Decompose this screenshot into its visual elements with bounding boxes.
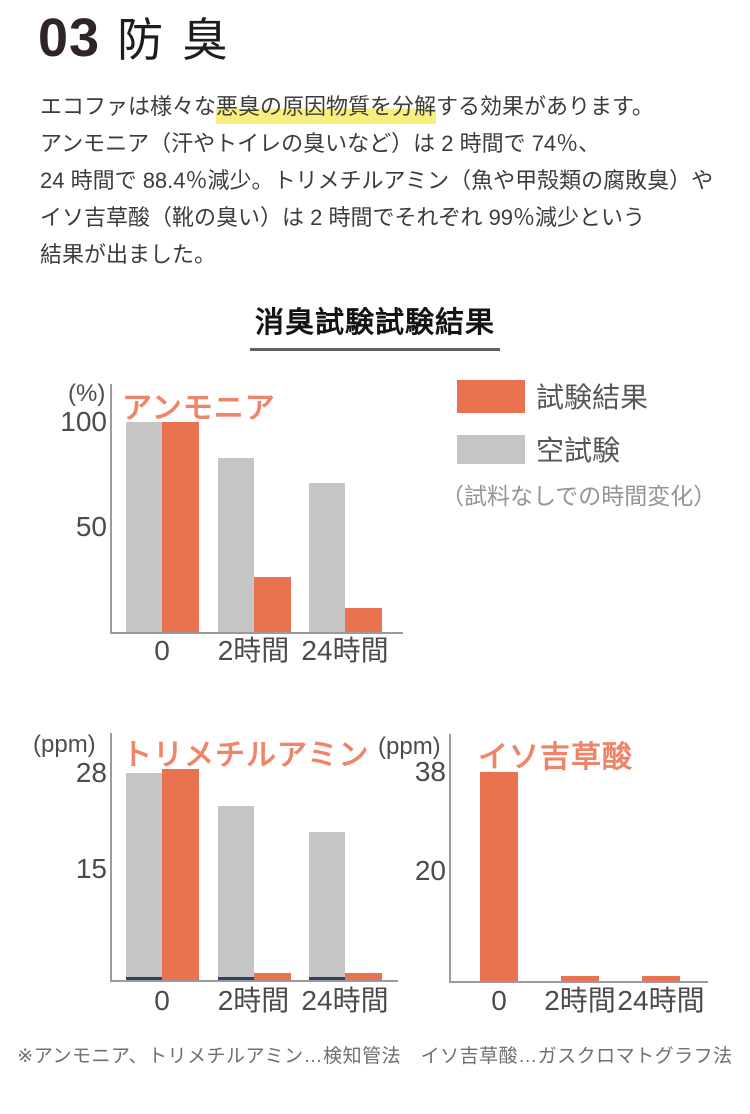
legend-row-blank-test: 空試験: [441, 429, 716, 469]
blank-test-bar: [217, 457, 254, 632]
heading-number: 03: [38, 8, 101, 68]
legend-row-test-result: 試験結果: [441, 376, 716, 416]
page-heading: 03 防 臭: [38, 4, 231, 70]
y-axis: [110, 733, 112, 980]
blank-test-bar: [126, 421, 162, 632]
x-tick-label: 0: [154, 635, 170, 666]
test-result-bar: [253, 972, 291, 980]
test-result-bar: [345, 607, 382, 632]
test-result-bar: [162, 769, 199, 980]
y-tick-label: 100: [60, 405, 107, 437]
section-title: 消臭試験試験結果: [0, 299, 750, 351]
intro-line-3: 24 時間で 88.4％減少。トリメチルアミン（魚や甲殻類の腐敗臭）や: [40, 168, 714, 193]
heading-title: 防 臭: [117, 14, 231, 66]
test-result-bar: [480, 772, 518, 981]
intro-line-5: 結果が出ました。: [40, 242, 217, 267]
intro-paragraph: エコファは様々な悪臭の原因物質を分解する効果があります。 アンモニア（汗やトイレ…: [40, 88, 730, 273]
chart-title: アンモニア: [122, 392, 276, 425]
x-axis: [449, 981, 708, 983]
blank-test-bar: [126, 772, 162, 980]
test-result-bar: [642, 975, 680, 981]
x-tick-label: 0: [491, 985, 507, 1016]
test-result-bar: [253, 577, 291, 632]
baseline-accent: [309, 977, 345, 980]
method-footnote: ※アンモニア、トリメチルアミン…検知管法 イソ吉草酸…ガスクロマトグラフ法: [17, 1046, 733, 1067]
chart-title: トリメチルアミン: [122, 739, 370, 772]
intro-line-4: イソ吉草酸（靴の臭い）は 2 時間でそれぞれ 99％減少という: [40, 205, 646, 230]
y-tick-label: 28: [75, 756, 107, 788]
blank-test-bar: [217, 806, 254, 980]
y-tick-label: 50: [75, 510, 107, 542]
legend-label: 試験結果: [536, 382, 649, 413]
test-result-bar: [561, 975, 599, 981]
baseline-accent: [217, 977, 254, 980]
y-tick-label: 38: [414, 756, 446, 788]
y-axis: [110, 384, 112, 632]
x-tick-label: 2時間: [217, 635, 290, 666]
y-axis: [449, 734, 451, 981]
x-tick-label: 24時間: [301, 985, 389, 1016]
x-tick-label: 24時間: [617, 985, 705, 1016]
blank-test-bar: [309, 832, 345, 980]
x-axis: [110, 980, 398, 982]
chart-title: イソ吉草酸: [478, 741, 633, 774]
x-tick-label: 2時間: [217, 985, 290, 1016]
baseline-accent: [126, 977, 162, 980]
test-result-swatch: [457, 379, 525, 413]
intro-line-2: アンモニア（汗やトイレの臭いなど）は 2 時間で 74％、: [40, 131, 601, 156]
intro-text: する効果があります。: [436, 94, 654, 119]
intro-line-1: エコファは様々な悪臭の原因物質を分解する効果があります。: [40, 88, 730, 125]
y-axis-unit: (ppm): [378, 733, 441, 760]
test-result-bar: [162, 421, 199, 632]
y-axis-unit: (%): [68, 380, 106, 407]
y-tick-label: 20: [414, 855, 446, 887]
y-axis-unit: (ppm): [33, 731, 96, 758]
x-tick-label: 24時間: [301, 635, 389, 666]
test-result-bar: [345, 972, 382, 980]
blank-test-swatch: [457, 434, 525, 464]
x-tick-label: 0: [154, 985, 170, 1016]
x-tick-label: 2時間: [544, 985, 616, 1016]
x-axis: [110, 632, 403, 634]
legend-note: （試料なしでの時間変化）: [441, 483, 717, 509]
legend: 試験結果 空試験 （試料なしでの時間変化）: [441, 376, 716, 511]
legend-label: 空試験: [536, 435, 621, 466]
blank-test-bar: [309, 482, 345, 632]
intro-text: エコファは様々な: [40, 94, 217, 119]
y-tick-label: 15: [75, 853, 107, 885]
highlighted-text: 悪臭の原因物質を分解: [216, 94, 437, 124]
